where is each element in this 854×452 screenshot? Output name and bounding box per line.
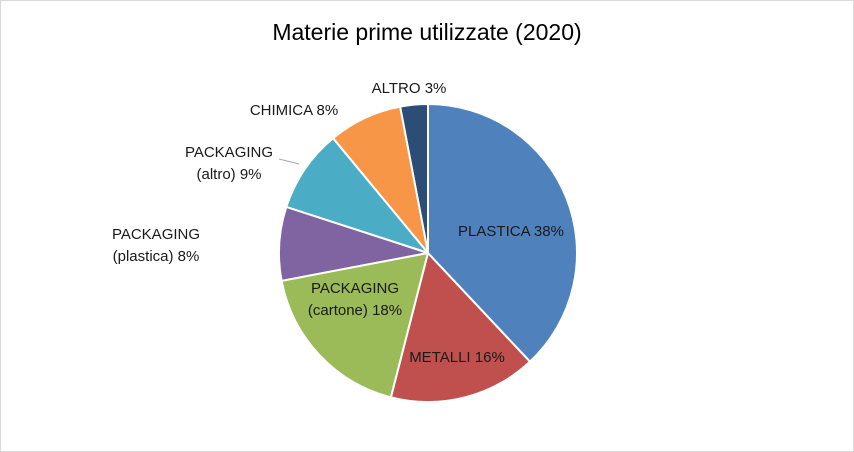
label-value: 3% <box>424 80 447 97</box>
pie-slice <box>285 136 431 256</box>
label-category: PACKAGING (cartone) <box>307 280 400 319</box>
data-label: PACKAGING (altro) 9% <box>179 142 279 186</box>
label-category: CHIMICA <box>249 102 313 119</box>
data-label: ALTRO 3% <box>309 78 509 100</box>
data-label: METALLI 16% <box>357 347 557 369</box>
label-value: 9% <box>239 166 262 183</box>
pie-slice <box>280 251 430 399</box>
label-category: PACKAGING (plastica) <box>111 226 201 265</box>
data-label: CHIMICA 8% <box>194 100 394 122</box>
data-label: PACKAGING (cartone) 18% <box>296 278 414 322</box>
label-category: PLASTICA <box>458 223 530 240</box>
label-value: 38% <box>533 223 564 240</box>
label-category: METALLI <box>409 349 471 366</box>
pie-slice <box>389 250 532 403</box>
data-label: PACKAGING (plastica) 8% <box>100 224 212 268</box>
label-category: ALTRO <box>371 80 421 97</box>
label-category: PACKAGING (altro) <box>184 144 274 183</box>
chart-title: Materie prime utilizzate (2020) <box>272 19 582 45</box>
label-value: 18% <box>372 302 403 319</box>
label-value: 16% <box>474 349 505 366</box>
label-value: 8% <box>316 102 339 119</box>
label-value: 8% <box>177 248 200 265</box>
leader-line <box>278 158 300 165</box>
pie-slice <box>427 102 578 364</box>
data-label: PLASTICA 38% <box>411 221 611 243</box>
